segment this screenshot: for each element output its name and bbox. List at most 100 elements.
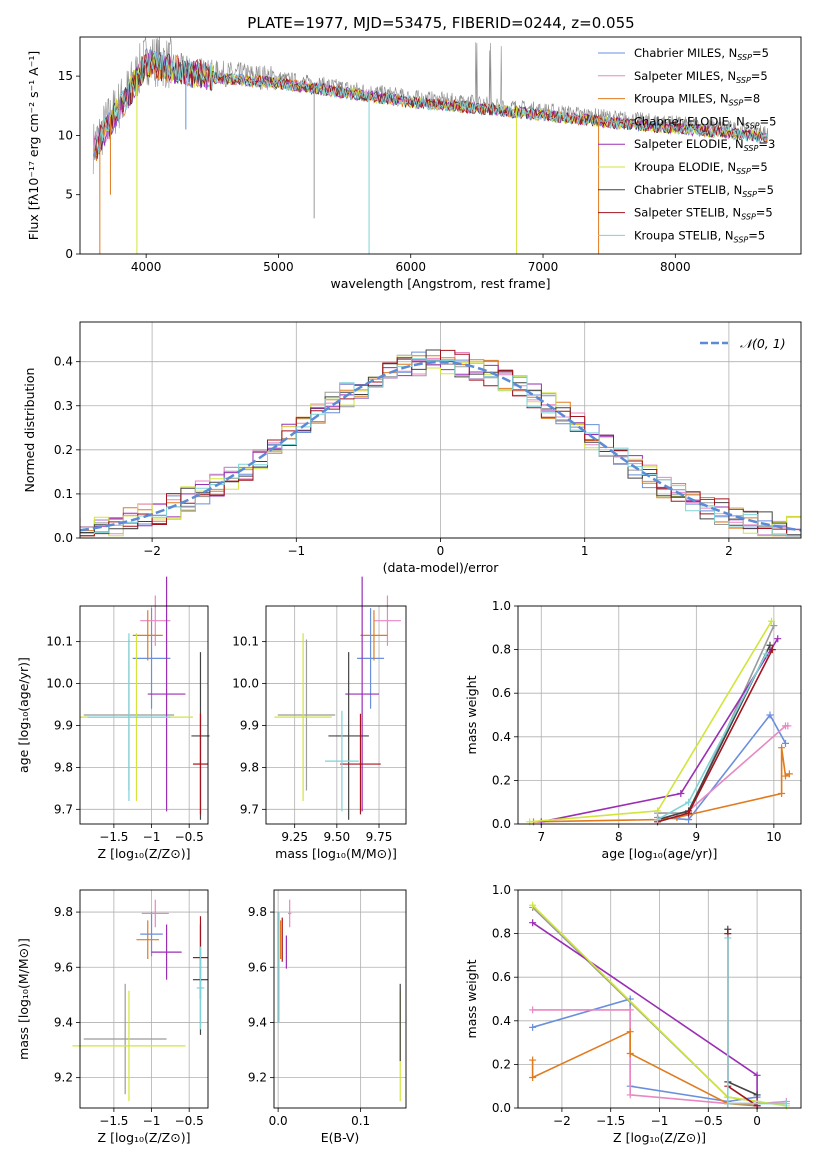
y-tick-label: 0.4 xyxy=(492,1014,511,1028)
y-tick-label: 9.2 xyxy=(54,1071,73,1085)
y-tick-label: 9.4 xyxy=(54,1015,73,1029)
y-tick-label: 1.0 xyxy=(492,599,511,613)
x-tick-label: 9.75 xyxy=(366,830,393,844)
series-marker xyxy=(529,1023,537,1031)
x-tick-label: 7 xyxy=(537,830,545,844)
y-tick-label: 9.2 xyxy=(248,1071,267,1085)
y-tick-label: 9.8 xyxy=(240,760,259,774)
series-line xyxy=(531,1030,758,1107)
series-marker xyxy=(626,1050,634,1057)
axes-frame xyxy=(79,36,802,255)
series-line xyxy=(532,997,758,1103)
x-tick-label: 2 xyxy=(725,544,733,558)
x-tick-label: −1.5 xyxy=(99,830,128,844)
series-marker xyxy=(654,816,662,824)
y-tick-label: 9.8 xyxy=(54,760,73,774)
y-tick-label: 15 xyxy=(58,69,73,83)
series-marker xyxy=(782,1100,790,1108)
data-point-salpeter-miles xyxy=(288,899,292,928)
series-marker xyxy=(529,919,537,927)
y-tick-label: 9.6 xyxy=(54,960,73,974)
data-point-kroupa-miles xyxy=(360,610,388,661)
series-kroupa-stelib xyxy=(724,934,790,1108)
x-tick-label: 9 xyxy=(693,830,701,844)
series-marker xyxy=(781,739,789,747)
x-tick-label: 4000 xyxy=(131,260,162,274)
y-tick-label: 0.0 xyxy=(492,1101,511,1115)
data-point-kroupa-miles xyxy=(136,920,160,959)
data-point-kroupa-stelib xyxy=(196,946,205,1030)
series-kroupa-elodie xyxy=(526,617,776,826)
x-tick-label: −0.5 xyxy=(694,1114,723,1128)
legend-entry: Salpeter MILES, NSSP=5 xyxy=(634,69,768,85)
chart-mass-vs-EBV: 0.0 0.1 9.2 9.4 9.6 9.8 E(B-V) xyxy=(248,889,407,1145)
y-tick-label: 0.8 xyxy=(492,927,511,941)
x-tick-label: −1.5 xyxy=(99,1114,128,1128)
x-tick-label: −1.5 xyxy=(596,1114,625,1128)
plot-area xyxy=(72,890,208,1108)
y-tick-label: 5 xyxy=(65,188,73,202)
data-point-salpeter-miles xyxy=(140,595,171,646)
histogram-kroupa-stelib xyxy=(80,358,801,537)
axes-frame xyxy=(79,889,209,1109)
legend-entry: Kroupa ELODIE, NSSP=5 xyxy=(634,160,768,176)
x-tick-label: 0 xyxy=(437,544,445,558)
series-marker xyxy=(626,1028,634,1036)
series-marker xyxy=(762,650,770,658)
data-point-salpeter-elodie xyxy=(147,576,186,812)
x-axis-label: Z [log₁₀(Z/Z⊙)] xyxy=(613,1130,706,1145)
x-tick-label: −0.5 xyxy=(175,830,204,844)
data-point-kroupa-stelib xyxy=(325,710,359,812)
series-marker xyxy=(724,1100,732,1108)
y-tick-label: 9.9 xyxy=(240,718,259,732)
data-point-kroupa-miles xyxy=(132,610,163,661)
x-tick-label: 0 xyxy=(753,1114,761,1128)
chart-age-vs-Z: −1.5 −1 −0.5 9.7 9.8 9.9 10.0 10.1 Z [log₁₀(Z/Z⊙… xyxy=(16,576,210,861)
series-marker xyxy=(781,772,789,780)
x-tick-label: −1 xyxy=(287,544,305,558)
x-tick-label: −2 xyxy=(553,1114,571,1128)
data-point-kroupa-stelib xyxy=(87,633,171,801)
series-marker xyxy=(685,816,693,824)
y-axis-label: mass weight xyxy=(464,675,479,754)
series-line xyxy=(532,906,758,1103)
y-axis-label: mass weight xyxy=(464,959,479,1038)
x-axis-label: (data-model)/error xyxy=(383,560,500,575)
plot-area xyxy=(266,576,406,824)
x-axis-label: E(B-V) xyxy=(321,1130,360,1145)
y-tick-label: 10.0 xyxy=(232,677,259,691)
y-tick-label: 10.1 xyxy=(46,635,73,649)
y-tick-label: 0.2 xyxy=(54,443,73,457)
y-tick-label: 0.0 xyxy=(54,531,73,545)
y-tick-label: 1.0 xyxy=(492,883,511,897)
x-tick-label: −0.5 xyxy=(175,1114,204,1128)
y-tick-label: 9.4 xyxy=(248,1015,267,1029)
series-marker xyxy=(778,744,786,752)
series-marker xyxy=(753,1071,761,1079)
data-point-salpeter-elodie xyxy=(151,924,182,980)
data-point-salpeter-stelib xyxy=(192,713,208,815)
series-salpeter-elodie xyxy=(537,635,782,826)
series-marker xyxy=(529,1056,537,1064)
plot-area xyxy=(518,889,801,1110)
series-marker xyxy=(529,1073,537,1081)
chart-mass-weight-vs-age: 7 8 9 10 0.0 0.2 0.4 0.6 0.8 1.0 age [log₁₀(age/yr… xyxy=(464,599,802,861)
y-tick-label: 0.8 xyxy=(492,643,511,657)
data-point-kroupa-elodie xyxy=(72,990,186,1102)
y-tick-label: 0.2 xyxy=(492,773,511,787)
series-marker xyxy=(626,1006,634,1014)
chart-residuals: −2 −1 0 1 2 0.0 0.1 0.2 0.3 0.4 (data-model)/error… xyxy=(22,321,802,575)
legend-entry: Chabrier ELODIE, NSSP=5 xyxy=(634,114,776,130)
y-axis-label: Flux [fλ10⁻¹⁷ erg cm⁻² s⁻¹ A⁻¹] xyxy=(26,51,41,240)
series-marker xyxy=(626,1091,634,1099)
series-line xyxy=(533,747,790,823)
y-tick-label: 10.0 xyxy=(46,677,73,691)
series-marker xyxy=(766,711,774,719)
legend-entry: Salpeter ELODIE, NSSP=3 xyxy=(634,137,775,153)
y-tick-label: 0.6 xyxy=(492,686,511,700)
plot-area xyxy=(80,576,210,824)
x-tick-label: 9.25 xyxy=(281,830,308,844)
y-tick-label: 0.2 xyxy=(492,1057,511,1071)
y-tick-label: 10 xyxy=(58,128,73,142)
plot-area xyxy=(92,37,769,254)
